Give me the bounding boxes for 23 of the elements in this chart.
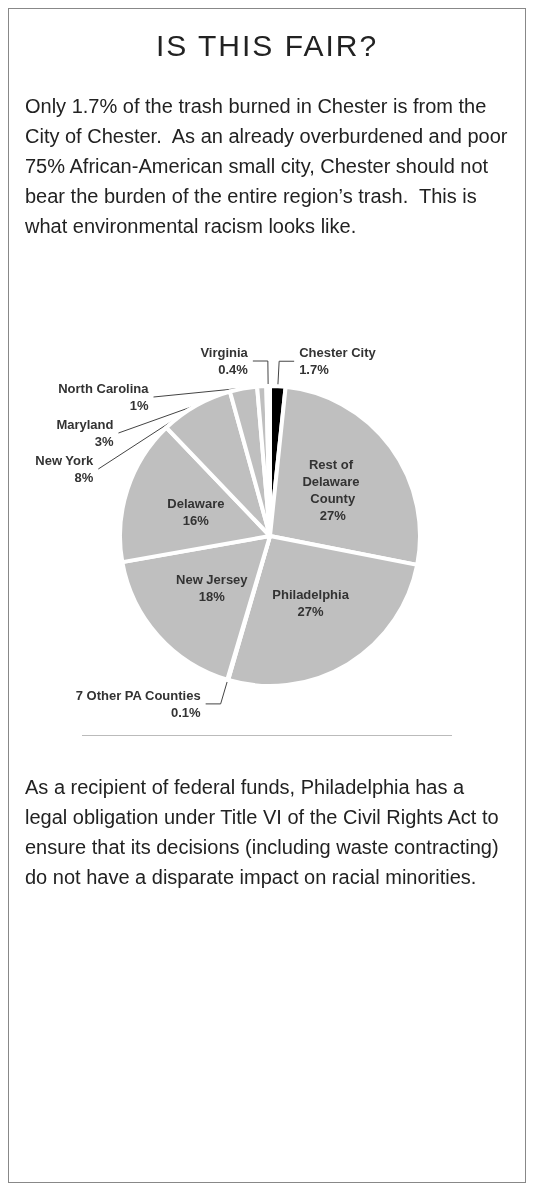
slice-label: Delaware [167, 495, 225, 511]
slice-label: Philadelphia [272, 586, 350, 602]
slice-label: Rest of Delaware County [302, 456, 364, 506]
slice-label: North Carolina [58, 381, 150, 397]
data-label: 16% [182, 512, 210, 528]
slice-label: Chester City [299, 345, 377, 361]
data-label: 1.7% [299, 362, 330, 378]
data-label: 27% [297, 603, 325, 619]
text: Only 1.7% of the trash burned in Chester is from the City of Chester. As an already overburdened and poor 75% African-American small city, Chester should not bear the burden of the entire region’s trash. This is what environmental racism looks like. [25, 94, 509, 239]
data-label: 1% [129, 398, 149, 414]
data-label: 0.4% [218, 362, 249, 378]
data-label: 27% [319, 507, 347, 523]
slice-label: New Jersey [176, 571, 249, 587]
slice-label: New York [35, 453, 95, 469]
chart-title: IS THIS FAIR? [154, 29, 380, 63]
text: As a recipient of federal funds, Philadelphia has a legal obligation under Title VI of the Civil Rights Act to ensure that its decisions (including waste contracting) do not have a disparate impact on racial minorities. [25, 775, 500, 890]
data-label: 3% [94, 434, 114, 450]
slice-label: Virginia [200, 345, 249, 361]
slice-label: Maryland [56, 417, 114, 433]
slice-label: 7 Other PA Counties [75, 687, 201, 703]
data-label: 8% [74, 470, 94, 486]
data-label: 0.1% [171, 704, 202, 720]
data-label: 18% [198, 588, 226, 604]
